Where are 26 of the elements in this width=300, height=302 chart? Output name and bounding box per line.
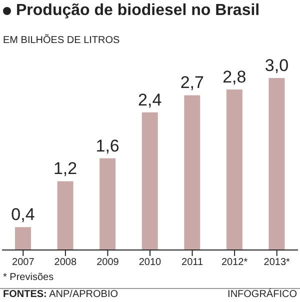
chart-subtitle: EM BILHÕES DE LITROS [3,35,120,46]
bar [226,89,242,250]
bar [15,227,31,250]
bar [142,112,158,250]
x-tick-label: 2008 [54,257,77,268]
data-label: 1,2 [53,159,78,178]
data-label: 1,6 [96,136,120,156]
text: * Previsões [3,272,54,283]
data-label: 2,4 [138,90,162,110]
data-label: 3,0 [264,56,289,75]
data-label: 2,8 [222,67,246,86]
x-tick-label: 2010 [138,257,162,268]
bar [268,78,285,250]
text: INFOGRÁFICO [228,289,297,300]
bar [57,181,74,250]
chart-title: Produção de biodiesel no Brasil [16,2,260,20]
x-tick-label: 2007 [12,257,35,268]
bar [184,95,200,250]
text: FONTES: ANP/APROBIO [3,289,118,300]
x-tick-label: 2012* [222,257,248,268]
data-label: 0,4 [11,205,35,224]
data-label: 2,7 [180,73,204,92]
x-tick-label: 2013* [264,257,290,268]
bar [100,158,116,250]
x-tick-label: 2011 [182,257,204,268]
x-tick-label: 2009 [96,257,120,268]
